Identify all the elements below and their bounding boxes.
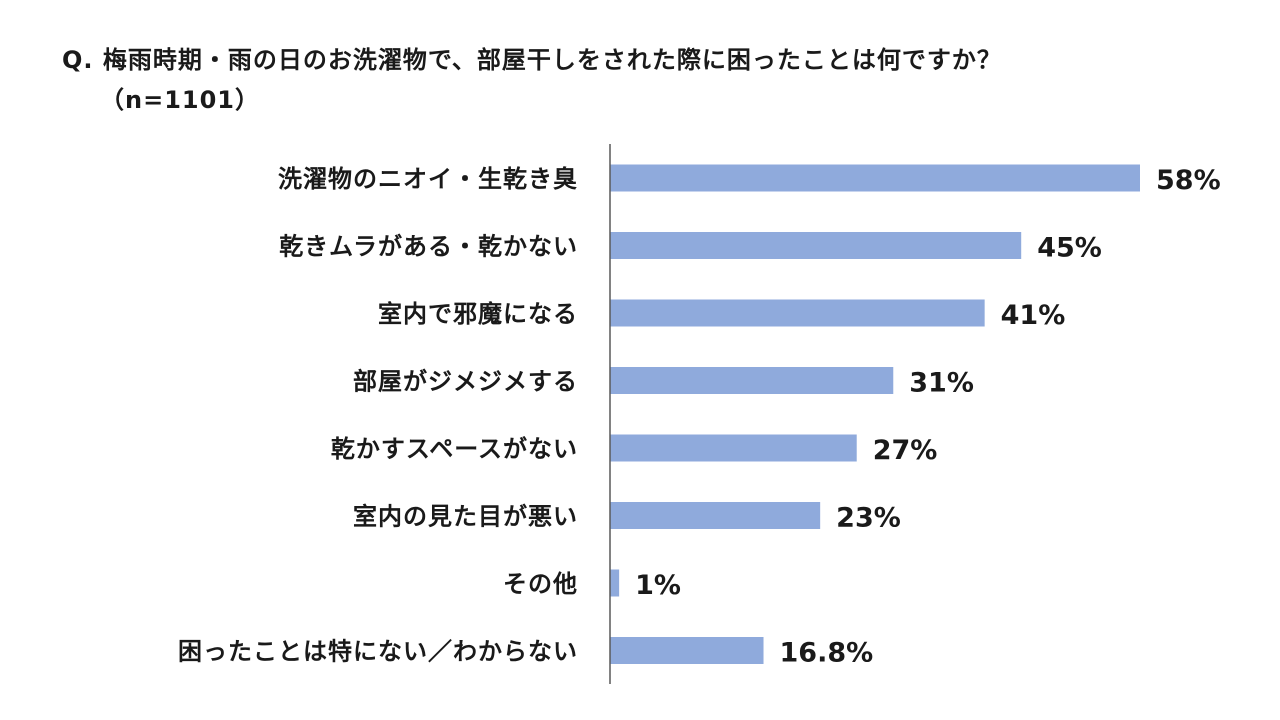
data-label: 31%: [909, 368, 974, 399]
category-label: その他: [503, 570, 578, 598]
category-label: 乾きムラがある・乾かない: [279, 233, 578, 261]
bar: [610, 164, 1140, 192]
data-label: 16.8%: [780, 638, 874, 669]
category-labels-group: 洗濯物のニオイ・生乾き臭乾きムラがある・乾かない室内で邪魔になる部屋がジメジメす…: [178, 165, 578, 666]
data-label: 45%: [1037, 233, 1102, 264]
bar: [610, 502, 821, 529]
category-label: 部屋がジメジメする: [353, 368, 578, 396]
bar: [610, 637, 764, 664]
category-label: 困ったことは特にない／わからない: [178, 638, 578, 666]
chart-subtitle: （n=1101）: [100, 86, 260, 114]
chart-title-line1: Q. 梅雨時期・雨の日のお洗濯物で、部屋干しをされた際に困ったことは何ですか？: [62, 46, 1002, 74]
bar: [610, 569, 620, 597]
category-label: 室内で邪魔になる: [378, 300, 578, 328]
data-label: 1%: [635, 570, 681, 601]
bar: [610, 299, 985, 327]
category-label: 乾かすスペースがない: [331, 435, 578, 463]
category-label: 室内の見た目が悪い: [353, 503, 578, 531]
category-label: 洗濯物のニオイ・生乾き臭: [278, 165, 578, 193]
data-labels-group: 58% 45% 41% 31% 27% 23% 1% 16.8%: [635, 165, 1221, 669]
bars-group: [610, 164, 1140, 664]
data-label: 41%: [1001, 300, 1066, 331]
bar: [610, 434, 857, 462]
chart-title: Q. 梅雨時期・雨の日のお洗濯物で、部屋干しをされた際に困ったことは何ですか？ …: [62, 40, 1262, 120]
bar: [610, 232, 1022, 259]
data-label: 23%: [836, 503, 901, 534]
data-label: 27%: [873, 435, 938, 466]
data-label: 58%: [1156, 165, 1221, 196]
bar: [610, 367, 894, 394]
